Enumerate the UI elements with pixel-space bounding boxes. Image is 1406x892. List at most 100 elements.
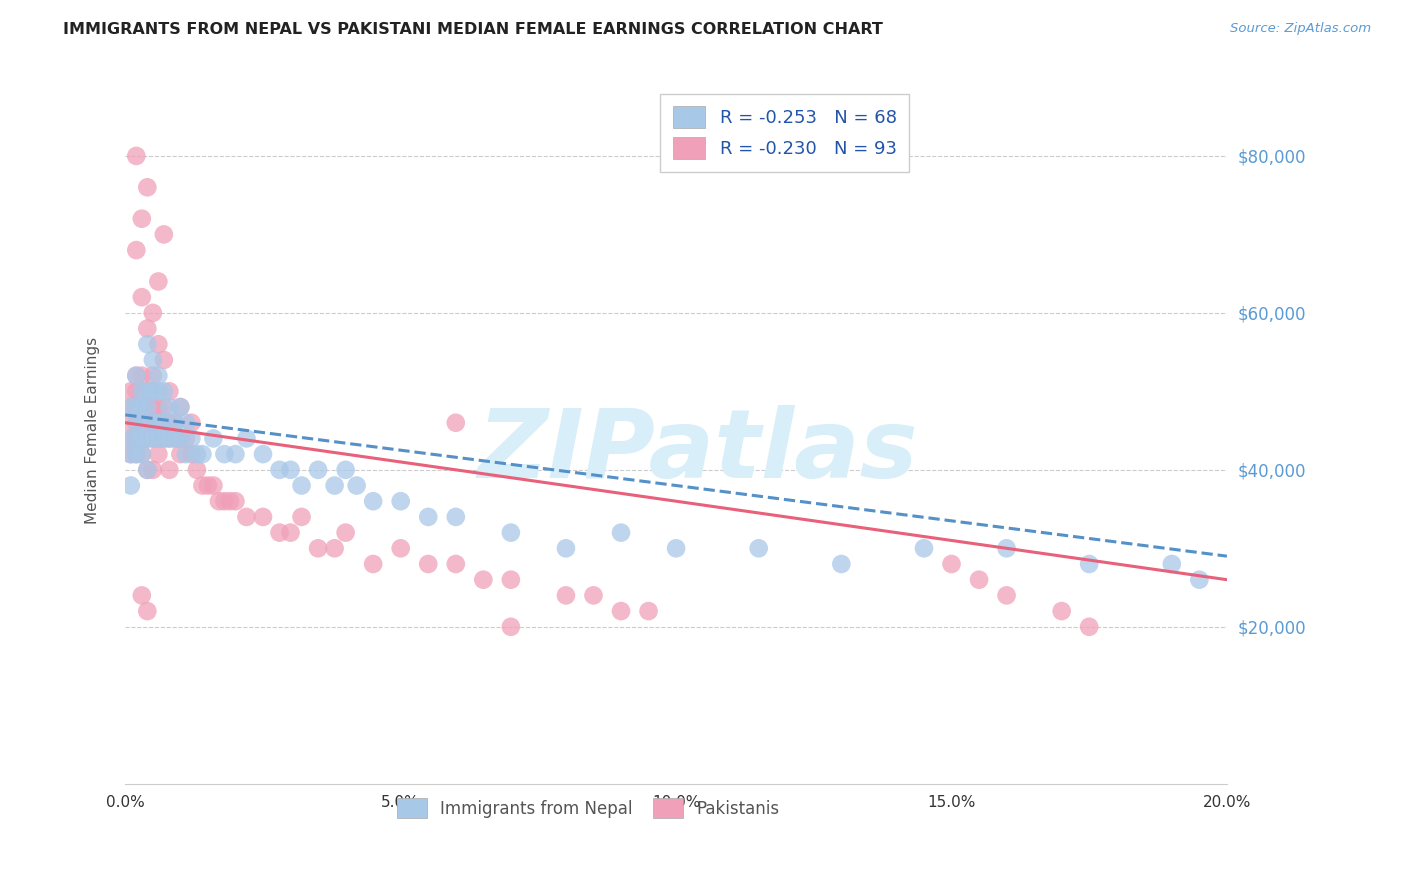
Point [157,432,180,446]
Point [153,416,176,430]
Point [131,588,153,602]
Point [157,416,180,430]
Point [136,432,159,446]
Point [1188,573,1211,587]
Point [202,432,225,446]
Point [131,384,153,399]
Point [307,463,329,477]
Point [120,478,142,492]
Point [307,541,329,556]
Point [323,478,346,492]
Point [163,432,186,446]
Point [120,384,142,399]
Point [131,432,153,446]
Point [191,447,214,461]
Point [131,400,153,414]
Point [125,416,148,430]
Point [169,432,191,446]
Point [1078,620,1101,634]
Point [157,400,180,414]
Point [142,432,165,446]
Point [153,227,176,242]
Point [125,384,148,399]
Point [912,541,935,556]
Point [148,447,170,461]
Point [208,494,231,508]
Point [148,432,170,446]
Point [136,463,159,477]
Point [191,478,214,492]
Point [131,432,153,446]
Point [125,447,148,461]
Point [136,432,159,446]
Point [252,509,274,524]
Point [125,400,148,414]
Point [131,368,153,383]
Point [499,525,522,540]
Point [148,384,170,399]
Point [280,463,302,477]
Point [202,478,225,492]
Point [125,243,148,257]
Point [361,494,384,508]
Point [444,509,467,524]
Point [941,557,963,571]
Point [153,432,176,446]
Point [153,384,176,399]
Point [136,604,159,618]
Point [444,557,467,571]
Point [219,494,242,508]
Point [131,400,153,414]
Point [169,400,191,414]
Point [120,447,142,461]
Point [136,416,159,430]
Y-axis label: Median Female Earnings: Median Female Earnings [86,337,100,524]
Point [995,588,1018,602]
Point [389,541,412,556]
Text: Source: ZipAtlas.com: Source: ZipAtlas.com [1230,22,1371,36]
Point [967,573,990,587]
Point [125,447,148,461]
Point [120,416,142,430]
Point [136,337,159,351]
Point [269,463,291,477]
Point [163,432,186,446]
Point [174,416,197,430]
Point [153,416,176,430]
Point [136,463,159,477]
Point [637,604,659,618]
Point [830,557,852,571]
Point [142,384,165,399]
Point [120,432,142,446]
Point [224,494,246,508]
Legend: Immigrants from Nepal, Pakistanis: Immigrants from Nepal, Pakistanis [389,791,786,825]
Point [323,541,346,556]
Point [142,353,165,368]
Point [136,180,159,194]
Point [1050,604,1073,618]
Point [335,525,357,540]
Point [136,384,159,399]
Point [125,432,148,446]
Point [142,384,165,399]
Point [235,432,257,446]
Point [125,149,148,163]
Point [180,416,202,430]
Point [235,509,257,524]
Point [125,416,148,430]
Point [142,400,165,414]
Point [120,432,142,446]
Point [748,541,770,556]
Point [142,368,165,383]
Point [142,416,165,430]
Point [499,620,522,634]
Point [472,573,495,587]
Point [214,494,236,508]
Point [346,478,368,492]
Point [157,384,180,399]
Point [125,368,148,383]
Point [131,416,153,430]
Point [148,416,170,430]
Point [136,384,159,399]
Point [136,400,159,414]
